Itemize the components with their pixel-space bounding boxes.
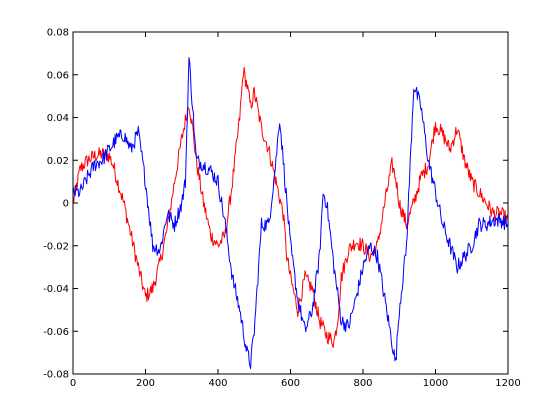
y-tick-label: 0 — [63, 199, 69, 210]
x-tick-label: 800 — [353, 378, 372, 389]
plot-lines — [72, 57, 509, 370]
plot-frame — [72, 31, 509, 375]
series-line-blue — [72, 57, 509, 370]
axes-frame — [72, 31, 509, 375]
y-tick-label: 0.06 — [47, 70, 69, 81]
x-tick-label: 0 — [70, 378, 76, 389]
x-tick-label: 200 — [136, 378, 155, 389]
axis-ticks — [72, 31, 509, 375]
y-tick-label: -0.04 — [43, 284, 69, 295]
x-tick-label: 600 — [281, 378, 300, 389]
y-tick-label: -0.06 — [43, 327, 69, 338]
x-tick-label: 400 — [208, 378, 227, 389]
y-tick-label: 0.02 — [47, 156, 69, 167]
y-tick-label: -0.08 — [43, 370, 69, 381]
x-tick-label: 1000 — [423, 378, 448, 389]
y-tick-label: 0.04 — [47, 113, 69, 124]
tick-labels: 0 200 400 600 800 1000 1200 -0.08 -0.06 -0.04 -0.0… — [43, 28, 521, 390]
y-tick-label: 0.08 — [47, 28, 69, 39]
x-tick-label: 1200 — [495, 378, 520, 389]
y-tick-label: -0.02 — [43, 241, 69, 252]
series-line-red — [72, 66, 509, 349]
